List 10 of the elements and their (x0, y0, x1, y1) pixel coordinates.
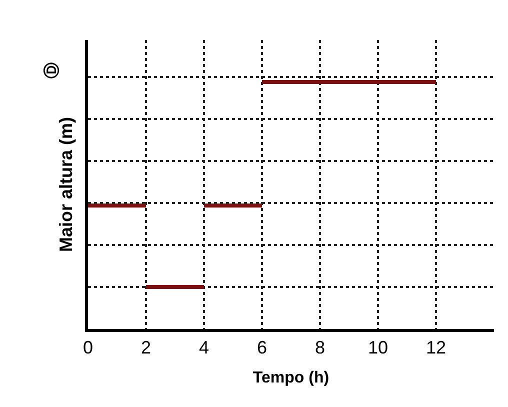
x-tick-label: 6 (256, 338, 268, 358)
x-tick-label: 4 (198, 338, 210, 358)
text: Ⓓ (43, 62, 62, 79)
x-axis-title: Tempo (h) (252, 369, 330, 386)
y-axis-title: Maior altura (m) (56, 116, 76, 252)
x-tick-label: 10 (368, 338, 388, 358)
x-tick-label: 0 (82, 338, 94, 358)
x-tick-label: 2 (140, 338, 152, 358)
x-tick-label: 8 (314, 338, 326, 358)
x-tick-label: 12 (426, 338, 446, 358)
